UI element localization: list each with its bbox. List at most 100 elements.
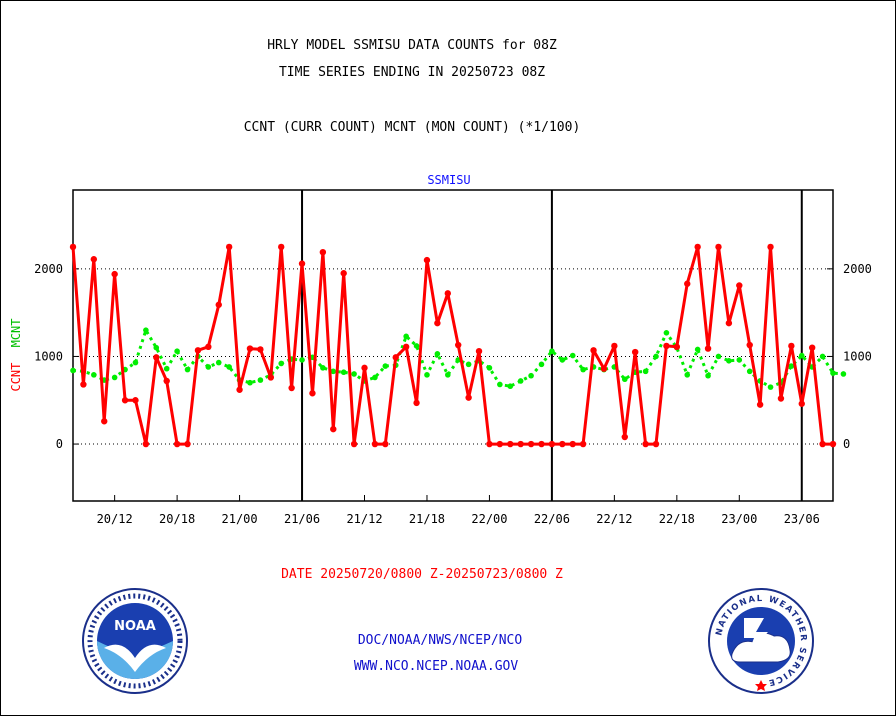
mcnt-point: [580, 366, 586, 373]
mcnt-point: [111, 374, 118, 381]
ccnt-point: [132, 397, 139, 404]
ccnt-point: [215, 301, 222, 308]
mcnt-point: [444, 372, 451, 378]
ccnt-point: [434, 319, 441, 327]
x-tick-label: 23/00: [721, 512, 757, 526]
ccnt-point: [309, 390, 316, 397]
mcnt-point: [497, 381, 503, 388]
ccnt-point: [777, 395, 785, 402]
x-tick-label: 22/18: [659, 512, 695, 526]
mcnt-point: [746, 368, 753, 375]
ccnt-point: [142, 440, 150, 448]
mcnt-point: [788, 363, 795, 369]
noaa-logo: NOAA: [82, 588, 188, 694]
ccnt-point: [538, 440, 545, 448]
ccnt-point: [694, 243, 701, 251]
mcnt-point: [132, 359, 139, 366]
ccnt-point: [579, 440, 587, 448]
ccnt-point: [444, 290, 451, 297]
ccnt-point: [371, 440, 379, 448]
mcnt-point: [663, 329, 670, 336]
x-axis-title: DATE 20250720/0800 Z-20250723/0800 Z: [281, 567, 563, 582]
x-tick-label: 21/00: [222, 512, 258, 526]
mcnt-point: [247, 379, 253, 386]
mcnt-point: [819, 353, 826, 360]
x-tick-label: 21/18: [409, 512, 445, 526]
x-tick-label: 22/06: [534, 512, 570, 526]
x-tick-label: 22/00: [471, 512, 507, 526]
mcnt-point: [559, 357, 566, 363]
ccnt-point: [673, 343, 681, 351]
ccnt-point: [819, 440, 826, 448]
mcnt-point: [830, 370, 836, 376]
mcnt-point: [517, 378, 524, 384]
mcnt-point: [621, 376, 628, 383]
ccnt-point: [121, 397, 129, 404]
ccnt-series-line: [71, 245, 833, 446]
ccnt-point: [684, 280, 691, 287]
ccnt-point: [288, 384, 295, 392]
mcnt-point: [424, 372, 430, 378]
x-tick-label: 20/18: [159, 512, 195, 526]
mcnt-point: [382, 363, 389, 369]
ccnt-point: [205, 343, 212, 351]
mcnt-point: [143, 327, 149, 333]
mcnt-point: [278, 360, 285, 367]
mcnt-point: [642, 368, 649, 375]
ccnt-point: [298, 260, 306, 267]
ccnt-point: [350, 440, 358, 448]
mcnt-point: [215, 359, 222, 366]
ccnt-point: [496, 440, 504, 448]
mcnt-point: [70, 367, 76, 374]
mcnt-point: [507, 383, 514, 390]
ccnt-point: [527, 440, 535, 448]
ccnt-point: [340, 270, 347, 277]
ccnt-point: [173, 440, 181, 448]
ccnt-point: [402, 343, 410, 351]
page-title: HRLY MODEL SSMISU DATA COUNTS for 08Z: [267, 38, 557, 53]
y-tick-label-right: 1000: [843, 349, 872, 363]
ccnt-point: [392, 354, 399, 361]
ccnt-point: [808, 344, 816, 351]
ccnt-point: [652, 440, 660, 448]
ccnt-point: [413, 399, 420, 407]
ccnt-point: [704, 345, 712, 352]
mcnt-point: [174, 348, 180, 354]
mcnt-point: [726, 358, 732, 364]
y-tick-label: 0: [56, 437, 63, 451]
plot-frame: [72, 189, 834, 502]
nws-logo: NATIONAL WEATHER SERVICE: [708, 588, 814, 694]
mcnt-point: [372, 374, 378, 381]
mcnt-point: [413, 343, 420, 349]
mcnt-point: [153, 344, 160, 351]
ccnt-point: [455, 341, 462, 349]
chart-subtitle: CCNT (CURR COUNT) MCNT (MON COUNT) (*1/1…: [243, 120, 581, 135]
mcnt-point: [684, 372, 691, 378]
page-title-line2: TIME SERIES ENDING IN 20250723 08Z: [278, 65, 546, 80]
mcnt-point: [549, 348, 555, 354]
mcnt-point: [736, 357, 743, 363]
mcnt-point: [538, 361, 545, 368]
mcnt-point: [528, 372, 534, 379]
ccnt-point: [600, 365, 608, 372]
mcnt-point: [798, 352, 805, 359]
ccnt-point: [756, 401, 764, 408]
mcnt-point: [299, 357, 305, 363]
y-tick-label-right: 2000: [843, 262, 872, 276]
ccnt-point: [631, 348, 639, 356]
ccnt-point: [267, 374, 275, 381]
mcnt-point: [205, 364, 212, 370]
y-axis-label-mcnt: MCNT: [9, 318, 23, 347]
y-tick-label-right: 0: [843, 437, 850, 451]
ccnt-point: [798, 400, 805, 407]
mcnt-point: [184, 366, 191, 373]
mcnt-series-line: [72, 328, 844, 389]
ccnt-point: [101, 418, 108, 425]
ccnt-point: [829, 440, 837, 448]
mcnt-point: [163, 365, 170, 372]
ccnt-point: [715, 243, 722, 251]
footer-website[interactable]: WWW.NCO.NCEP.NOAA.GOV: [353, 659, 519, 674]
x-tick-label: 21/06: [284, 512, 320, 526]
y-axis-label-ccnt: CCNT: [9, 363, 23, 392]
